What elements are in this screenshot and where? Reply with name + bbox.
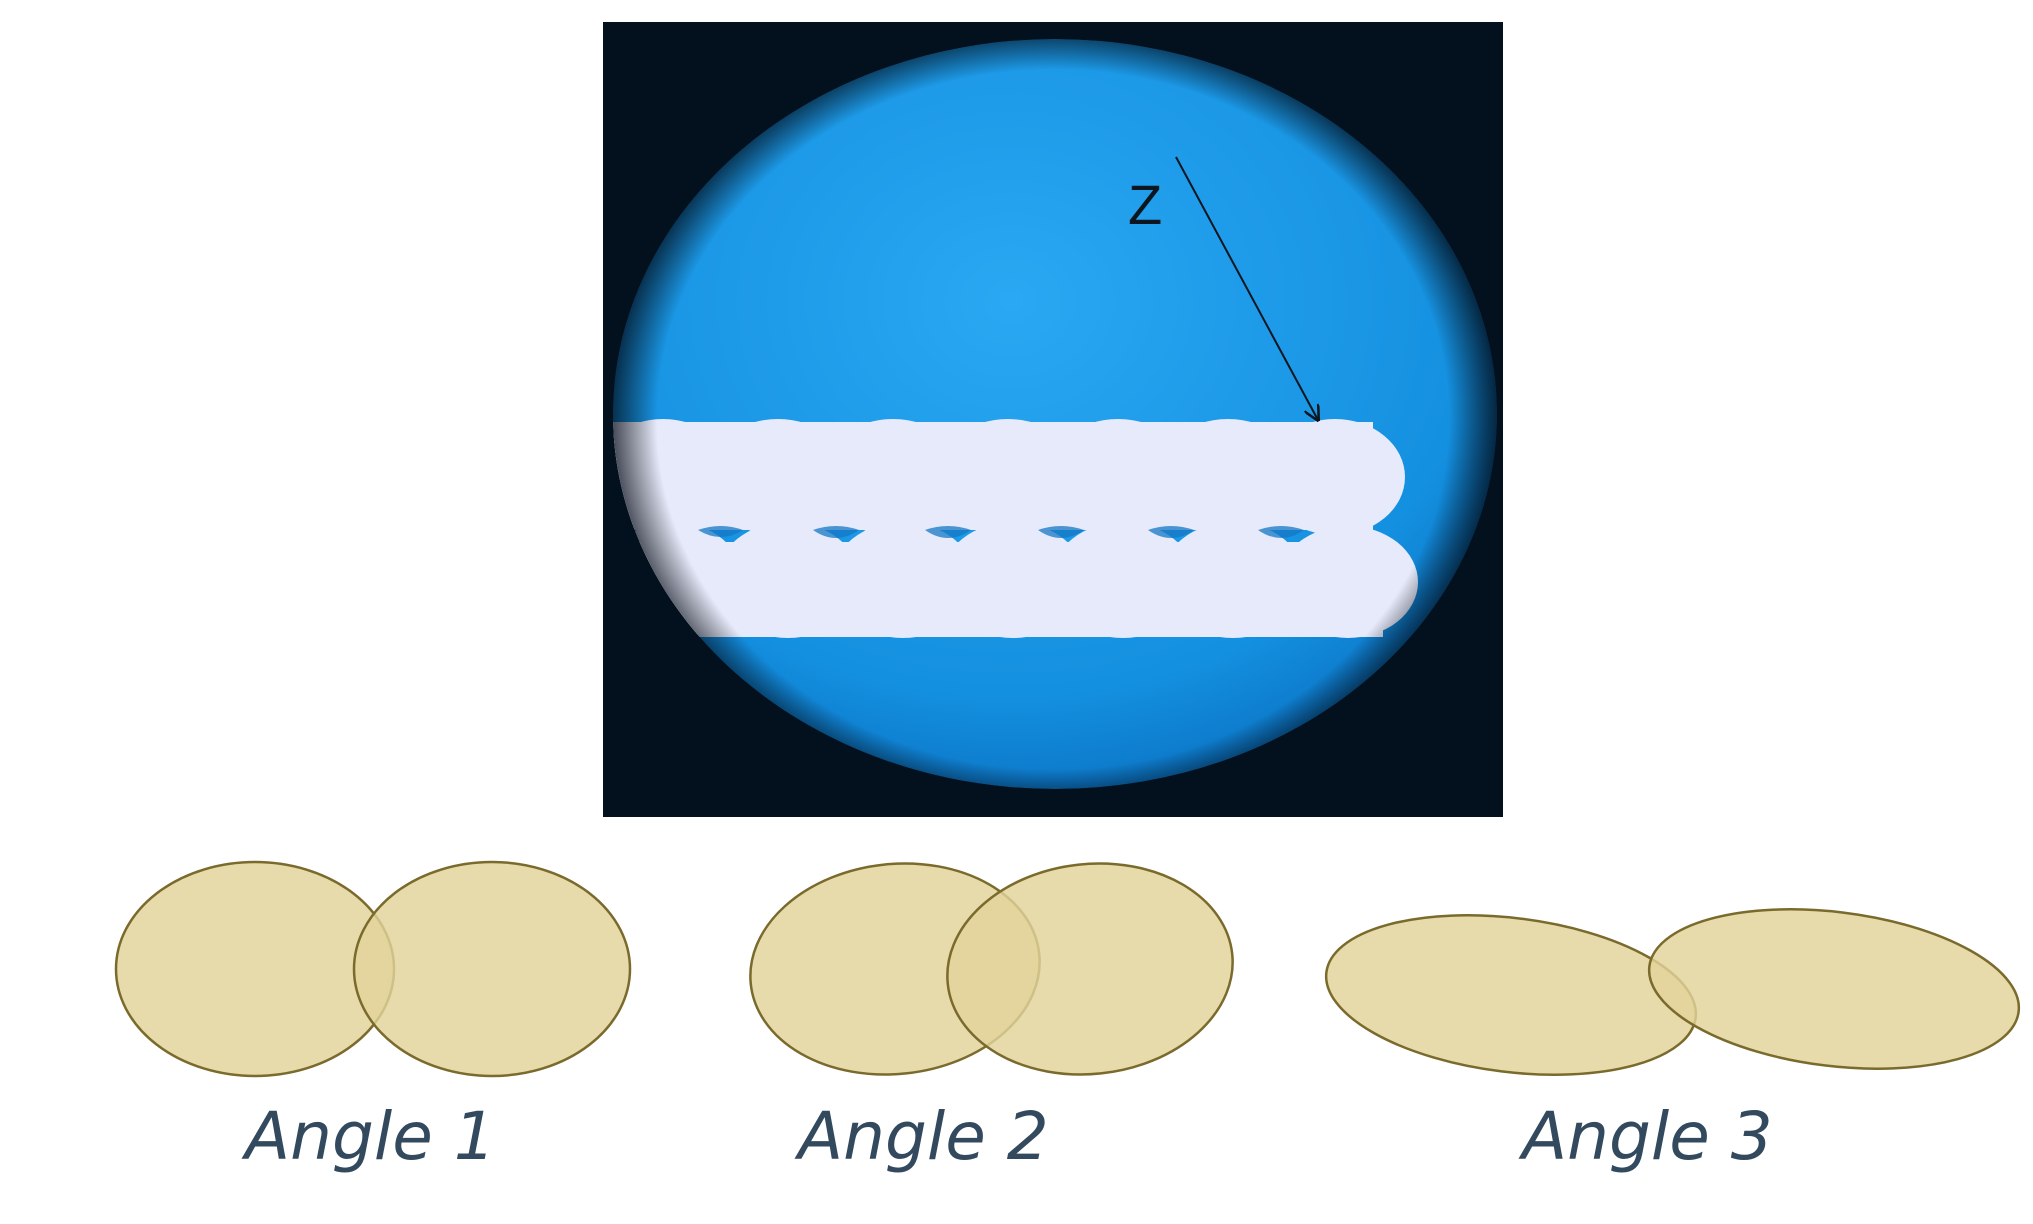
filament-cross-section <box>1647 908 2021 1070</box>
angle-3-label: Angle 3 <box>1522 1098 1773 1175</box>
angle-1-diagram <box>114 860 632 1078</box>
filament-cross-section <box>352 860 632 1078</box>
angle-1-label: Angle 1 <box>245 1098 496 1175</box>
angle-2-label: Angle 2 <box>798 1098 1049 1175</box>
z-axis-label: Z <box>1128 173 1162 236</box>
filament-cross-section <box>114 860 396 1078</box>
microscope-image: Z <box>603 22 1503 817</box>
z-axis-arrow <box>1175 156 1318 420</box>
filament-cross-section <box>1324 914 1698 1076</box>
angle-3-diagram <box>1324 908 2021 1076</box>
filament-cross-section <box>946 862 1234 1076</box>
filament-cross-section <box>749 862 1041 1076</box>
angle-2-diagram <box>749 862 1234 1076</box>
